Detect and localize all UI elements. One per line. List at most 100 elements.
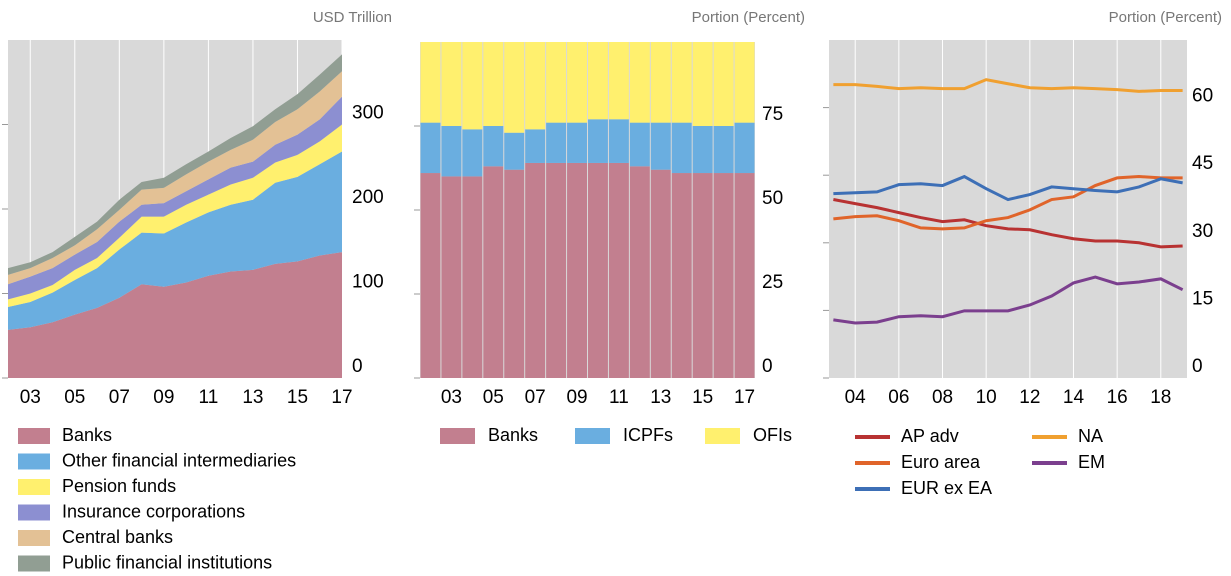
legend-swatch bbox=[18, 453, 50, 470]
y-tick-label: 100 bbox=[352, 272, 384, 293]
area bbox=[8, 151, 342, 330]
bar bbox=[567, 122, 587, 163]
bar bbox=[734, 122, 755, 174]
bar bbox=[671, 122, 692, 174]
area bbox=[8, 252, 342, 378]
x-tick-label: 05 bbox=[483, 387, 504, 408]
bar bbox=[629, 42, 650, 123]
legend-label: Banks bbox=[488, 425, 538, 445]
x-tick-label: 09 bbox=[566, 387, 587, 408]
bar bbox=[420, 122, 441, 174]
x-tick-label: 09 bbox=[153, 387, 174, 408]
x-tick-label: 18 bbox=[1150, 387, 1171, 408]
legend-label: Euro area bbox=[901, 452, 981, 472]
bar bbox=[462, 129, 483, 177]
bar bbox=[525, 42, 546, 130]
bar bbox=[504, 132, 525, 170]
legend-label: ICPFs bbox=[623, 425, 673, 445]
bar bbox=[713, 126, 734, 174]
bar bbox=[483, 42, 504, 126]
bar bbox=[692, 42, 713, 126]
legend-swatch bbox=[575, 428, 610, 444]
line bbox=[833, 78, 1183, 93]
line bbox=[833, 174, 1183, 202]
bar bbox=[504, 42, 525, 133]
y-tick-label: 50 bbox=[762, 188, 783, 209]
legend-label: Central banks bbox=[62, 527, 173, 547]
y-tick-label: 30 bbox=[1192, 221, 1213, 242]
legend-label: Public financial institutions bbox=[62, 552, 272, 572]
x-tick-label: 07 bbox=[525, 387, 546, 408]
x-tick-label: 13 bbox=[242, 387, 263, 408]
x-tick-label: 03 bbox=[441, 387, 462, 408]
y-tick-label: 200 bbox=[352, 187, 384, 208]
x-tick-label: 14 bbox=[1063, 387, 1085, 408]
x-tick-label: 13 bbox=[650, 387, 671, 408]
x-tick-label: 04 bbox=[845, 387, 867, 408]
y-tick-label: 15 bbox=[1192, 288, 1213, 309]
bar bbox=[629, 166, 650, 378]
y-tick-label: 0 bbox=[352, 356, 363, 377]
bar bbox=[441, 176, 462, 378]
bar bbox=[650, 122, 671, 170]
y-tick-label: 0 bbox=[1192, 356, 1203, 377]
bar bbox=[588, 119, 608, 163]
y-tick-label: 45 bbox=[1192, 153, 1213, 174]
legend-swatch bbox=[18, 479, 50, 495]
bar bbox=[504, 169, 525, 378]
legend-label: AP adv bbox=[901, 426, 959, 446]
y-tick-label: 60 bbox=[1192, 86, 1213, 107]
unit-label: Portion (Percent) bbox=[692, 9, 805, 26]
area bbox=[8, 124, 342, 308]
bar bbox=[692, 126, 713, 174]
x-tick-label: 17 bbox=[331, 387, 352, 408]
bar bbox=[734, 42, 755, 123]
bar bbox=[420, 42, 441, 123]
legend-swatch bbox=[18, 428, 50, 444]
plot bbox=[420, 42, 755, 378]
legend-swatch bbox=[440, 428, 475, 444]
legend-label: EUR ex EA bbox=[901, 478, 992, 498]
x-tick-label: 15 bbox=[287, 387, 308, 408]
bar bbox=[462, 42, 483, 130]
y-tick-label: 300 bbox=[352, 103, 384, 124]
x-tick-label: 03 bbox=[20, 387, 41, 408]
bar bbox=[650, 42, 671, 123]
bar bbox=[608, 42, 629, 120]
x-tick-label: 08 bbox=[932, 387, 953, 408]
y-tick-label: 25 bbox=[762, 272, 783, 293]
legend-swatch bbox=[705, 428, 740, 444]
bar bbox=[546, 42, 567, 123]
x-tick-label: 05 bbox=[64, 387, 85, 408]
x-tick-label: 10 bbox=[976, 387, 997, 408]
bar bbox=[629, 122, 650, 167]
x-tick-label: 17 bbox=[734, 387, 755, 408]
legend-label: NA bbox=[1078, 426, 1103, 446]
legend-label: Pension funds bbox=[62, 476, 176, 496]
bar bbox=[546, 122, 567, 163]
line bbox=[833, 275, 1184, 325]
bar bbox=[441, 42, 462, 126]
bar bbox=[692, 173, 713, 378]
line bbox=[833, 175, 1183, 231]
bar bbox=[734, 173, 755, 378]
x-tick-label: 15 bbox=[692, 387, 713, 408]
bar bbox=[567, 42, 587, 123]
bar bbox=[608, 162, 629, 378]
x-tick-label: 16 bbox=[1107, 387, 1128, 408]
bar bbox=[483, 126, 504, 167]
plot bbox=[8, 40, 342, 378]
line bbox=[833, 198, 1183, 249]
bar bbox=[671, 42, 692, 123]
bar bbox=[483, 166, 504, 378]
legend-label: Banks bbox=[62, 425, 112, 445]
legend-label: Insurance corporations bbox=[62, 501, 245, 521]
bar bbox=[462, 176, 483, 378]
legend-label: OFIs bbox=[753, 425, 792, 445]
x-tick-label: 06 bbox=[888, 387, 909, 408]
y-tick-label: 75 bbox=[762, 104, 783, 125]
bar bbox=[713, 173, 734, 378]
x-tick-label: 11 bbox=[609, 387, 629, 408]
legend-swatch bbox=[18, 504, 50, 521]
